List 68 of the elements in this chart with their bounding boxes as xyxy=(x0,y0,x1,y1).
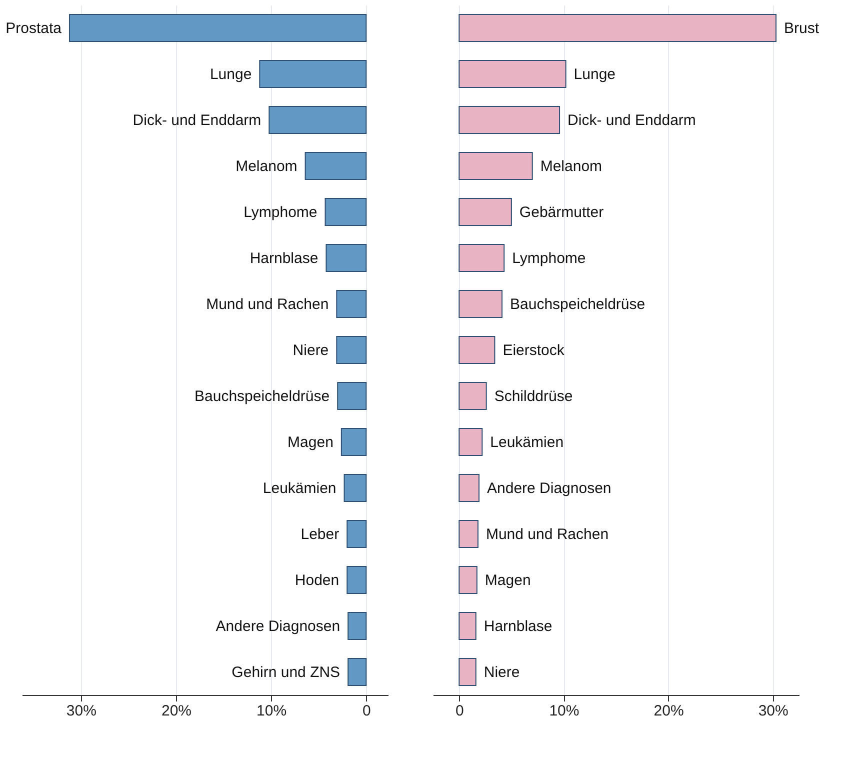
x-tick-label: 30% xyxy=(758,702,788,720)
y-tick-label: Bauchspeicheldrüse xyxy=(194,388,330,405)
y-tick-label: Harnblase xyxy=(484,618,552,635)
y-tick-label: Prostata xyxy=(6,20,62,37)
y-tick-label: Hoden xyxy=(294,572,340,589)
bar xyxy=(346,566,367,594)
bar xyxy=(458,566,478,594)
x-tick-label: 20% xyxy=(161,702,192,720)
y-tick-label: Lunge xyxy=(574,66,616,83)
bar xyxy=(458,244,505,272)
x-tick-label: 0 xyxy=(362,702,371,720)
y-tick-label: Niere xyxy=(292,342,329,359)
bar xyxy=(458,198,512,226)
y-tick-label: Melanom xyxy=(540,158,602,175)
bar xyxy=(346,520,367,548)
y-tick-label: Andere Diagnosen xyxy=(487,480,612,497)
y-tick-label: Magen xyxy=(484,572,531,589)
bar xyxy=(458,60,566,88)
bar xyxy=(268,106,367,134)
bar xyxy=(344,474,367,502)
bar xyxy=(340,428,367,456)
y-tick-label: Harnblase xyxy=(250,250,318,267)
bar xyxy=(458,612,476,640)
y-tick-label: Lymphome xyxy=(244,204,318,221)
x-tick-label: 10% xyxy=(549,702,580,720)
y-tick-label: Eierstock xyxy=(502,342,565,359)
bar xyxy=(326,244,367,272)
y-tick-label: Gehirn und ZNS xyxy=(232,664,340,681)
y-tick-label: Schilddrüse xyxy=(494,388,573,405)
bar xyxy=(324,198,367,226)
x-tick-label: 30% xyxy=(66,702,96,720)
y-tick-label: Melanom xyxy=(236,158,298,175)
bar xyxy=(259,60,367,88)
bar xyxy=(458,106,560,134)
x-tick-label: 20% xyxy=(654,702,684,720)
x-tick-label: 0 xyxy=(455,702,464,720)
bar xyxy=(458,382,487,410)
bar xyxy=(304,152,367,180)
bar xyxy=(458,520,478,548)
x-tick-label: 10% xyxy=(256,702,287,720)
y-tick-label: Leukämien xyxy=(262,480,336,497)
bar xyxy=(458,14,776,42)
y-tick-label: Andere Diagnosen xyxy=(216,618,340,635)
y-tick-label: Bauchspeicheldrüse xyxy=(510,296,646,313)
y-tick-label: Dick- und Enddarm xyxy=(568,112,696,129)
y-tick-label: Niere xyxy=(484,664,520,681)
y-tick-label: Dick- und Enddarm xyxy=(132,112,262,129)
y-tick-label: Lunge xyxy=(210,66,252,83)
bar xyxy=(348,612,367,640)
y-tick-label: Brust xyxy=(784,20,820,37)
y-tick-label: Lymphome xyxy=(512,250,586,267)
bar xyxy=(458,336,496,364)
bar xyxy=(337,382,367,410)
bar xyxy=(458,658,476,686)
bar xyxy=(69,14,367,42)
y-tick-label: Mund und Rachen xyxy=(486,526,609,543)
y-tick-label: Leber xyxy=(300,526,340,543)
y-tick-label: Mund und Rachen xyxy=(206,296,329,313)
bar xyxy=(336,290,367,318)
y-tick-label: Leukämien xyxy=(490,434,564,451)
bar xyxy=(458,290,503,318)
bar xyxy=(348,658,367,686)
bar xyxy=(458,474,480,502)
bar xyxy=(458,152,533,180)
y-tick-label: Gebärmutter xyxy=(519,204,604,221)
bar xyxy=(458,428,483,456)
y-tick-label: Magen xyxy=(288,434,334,451)
bar xyxy=(336,336,367,364)
